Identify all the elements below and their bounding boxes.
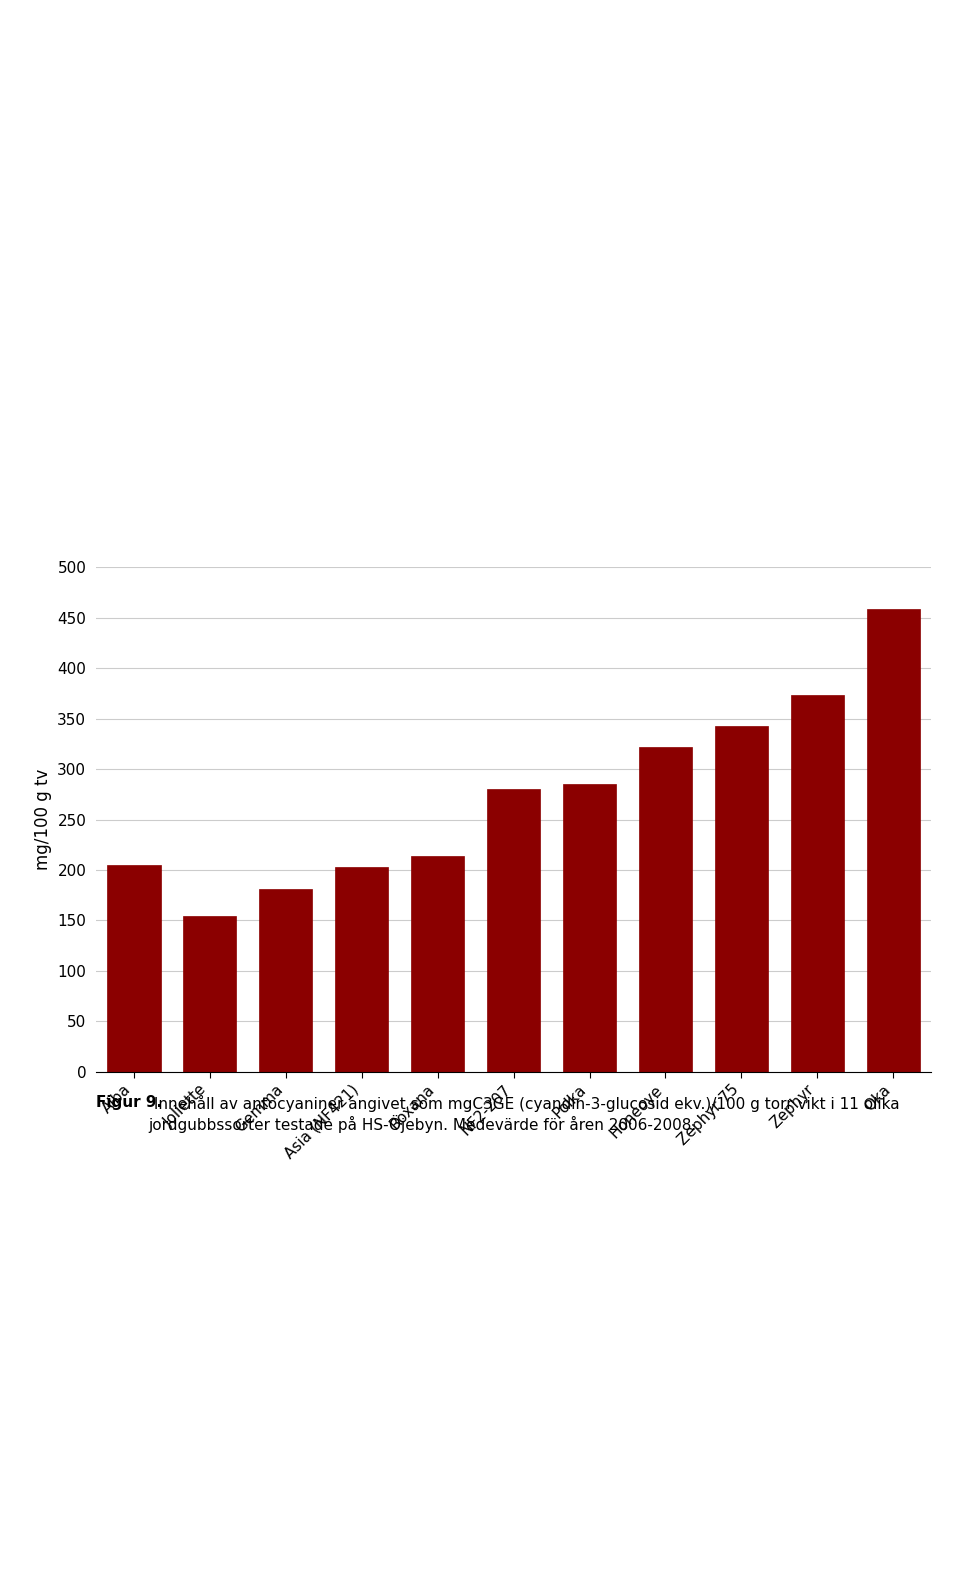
Bar <box>639 747 692 1072</box>
Bar <box>487 790 540 1072</box>
Bar <box>563 785 616 1072</box>
Text: Figur 9.: Figur 9. <box>96 1095 162 1111</box>
Bar <box>259 889 312 1072</box>
Bar <box>867 608 920 1072</box>
Bar <box>183 916 236 1072</box>
Bar <box>715 725 768 1072</box>
Text: Innehåll av antocyaniner angivet som mgC3GE (cyandin-3-glucosid ekv.)/100 g torr: Innehåll av antocyaniner angivet som mgC… <box>149 1095 900 1133</box>
Bar <box>335 867 388 1072</box>
Y-axis label: mg/100 g tv: mg/100 g tv <box>34 769 52 870</box>
Bar <box>791 695 844 1072</box>
Bar <box>411 856 465 1072</box>
Bar <box>108 865 160 1072</box>
